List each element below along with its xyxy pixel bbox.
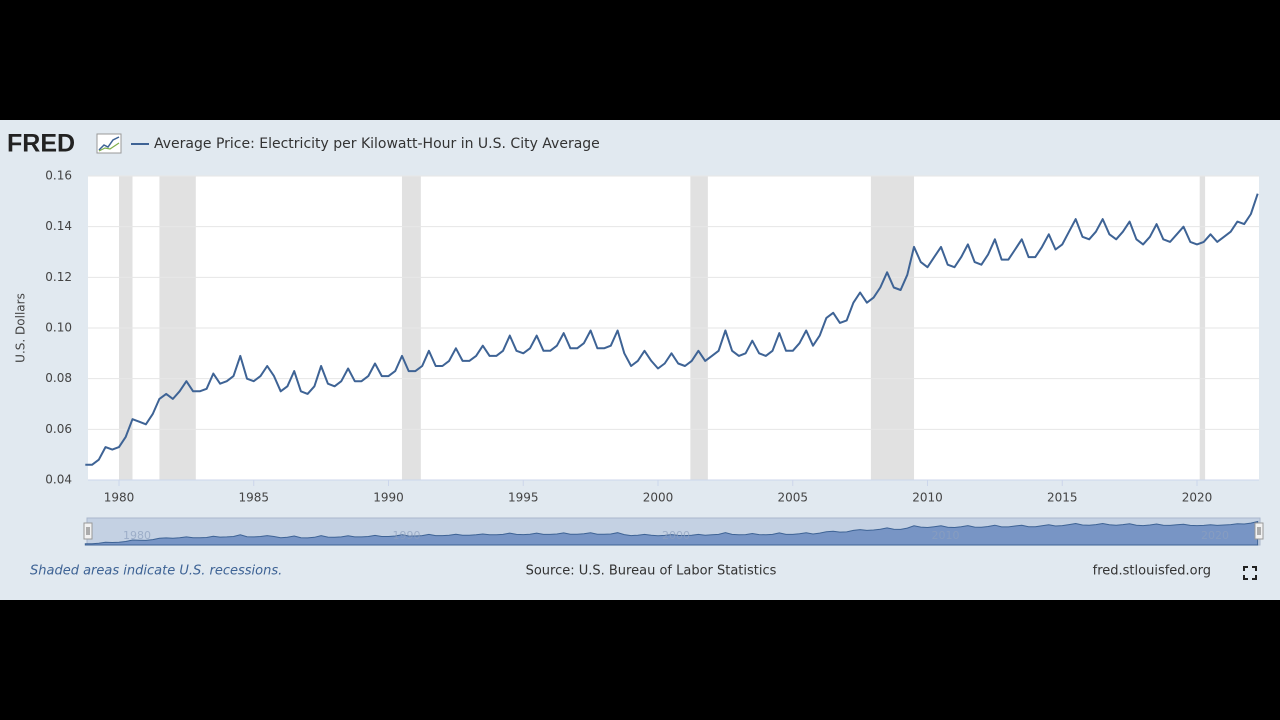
y-tick-label: 0.12 (45, 270, 72, 284)
x-tick-label: 2010 (912, 491, 943, 505)
source: Source: U.S. Bureau of Labor Statistics (526, 564, 777, 579)
y-tick-label: 0.04 (45, 473, 72, 487)
x-tick-label: 1980 (104, 491, 135, 505)
x-tick-label: 2015 (1047, 491, 1078, 505)
legend-label: Average Price: Electricity per Kilowatt-… (154, 136, 600, 152)
fullscreen-icon[interactable] (1243, 566, 1257, 580)
handle-body (83, 522, 93, 540)
logo: FRED (7, 130, 75, 158)
line-series (85, 193, 1259, 466)
handle-body (1254, 522, 1264, 540)
navigator-tick-label: 1990 (392, 529, 420, 542)
y-tick-label: 0.14 (45, 219, 72, 233)
navigator-tick-label: 2020 (1201, 529, 1229, 542)
y-tick-label: 0.06 (45, 422, 72, 436)
navigator-tick-label: 1980 (123, 529, 151, 542)
y-axis-label: U.S. Dollars (14, 293, 28, 363)
x-tick-label: 1990 (373, 491, 404, 505)
x-tick-label: 1985 (238, 491, 269, 505)
x-tick-label: 2005 (777, 491, 808, 505)
x-tick-label: 1995 (508, 491, 539, 505)
y-tick-label: 0.16 (45, 169, 72, 183)
navigator-tick-label: 2010 (932, 529, 960, 542)
recession-note: Shaded areas indicate U.S. recessions. (30, 564, 282, 579)
navigator-handle[interactable] (1254, 522, 1264, 540)
y-tick-label: 0.08 (45, 371, 72, 385)
navigator-handle[interactable] (83, 522, 93, 540)
navigator-tick-label: 2000 (662, 529, 690, 542)
x-tick-label: 2020 (1182, 491, 1213, 505)
x-tick-label: 2000 (643, 491, 674, 505)
site[interactable]: fred.stlouisfed.org (1093, 564, 1211, 579)
navigator-series (84, 520, 1259, 546)
y-tick-label: 0.10 (45, 321, 72, 335)
logo-icon (96, 133, 122, 154)
